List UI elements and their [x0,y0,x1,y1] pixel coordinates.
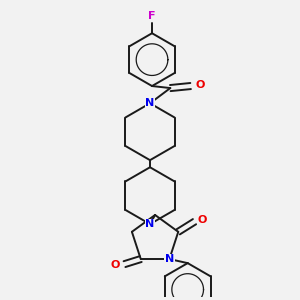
Text: N: N [165,254,174,264]
Text: O: O [111,260,120,270]
Text: O: O [198,214,207,225]
Text: O: O [195,80,204,90]
Text: N: N [146,98,154,108]
Text: F: F [148,11,156,21]
Text: N: N [146,219,154,229]
